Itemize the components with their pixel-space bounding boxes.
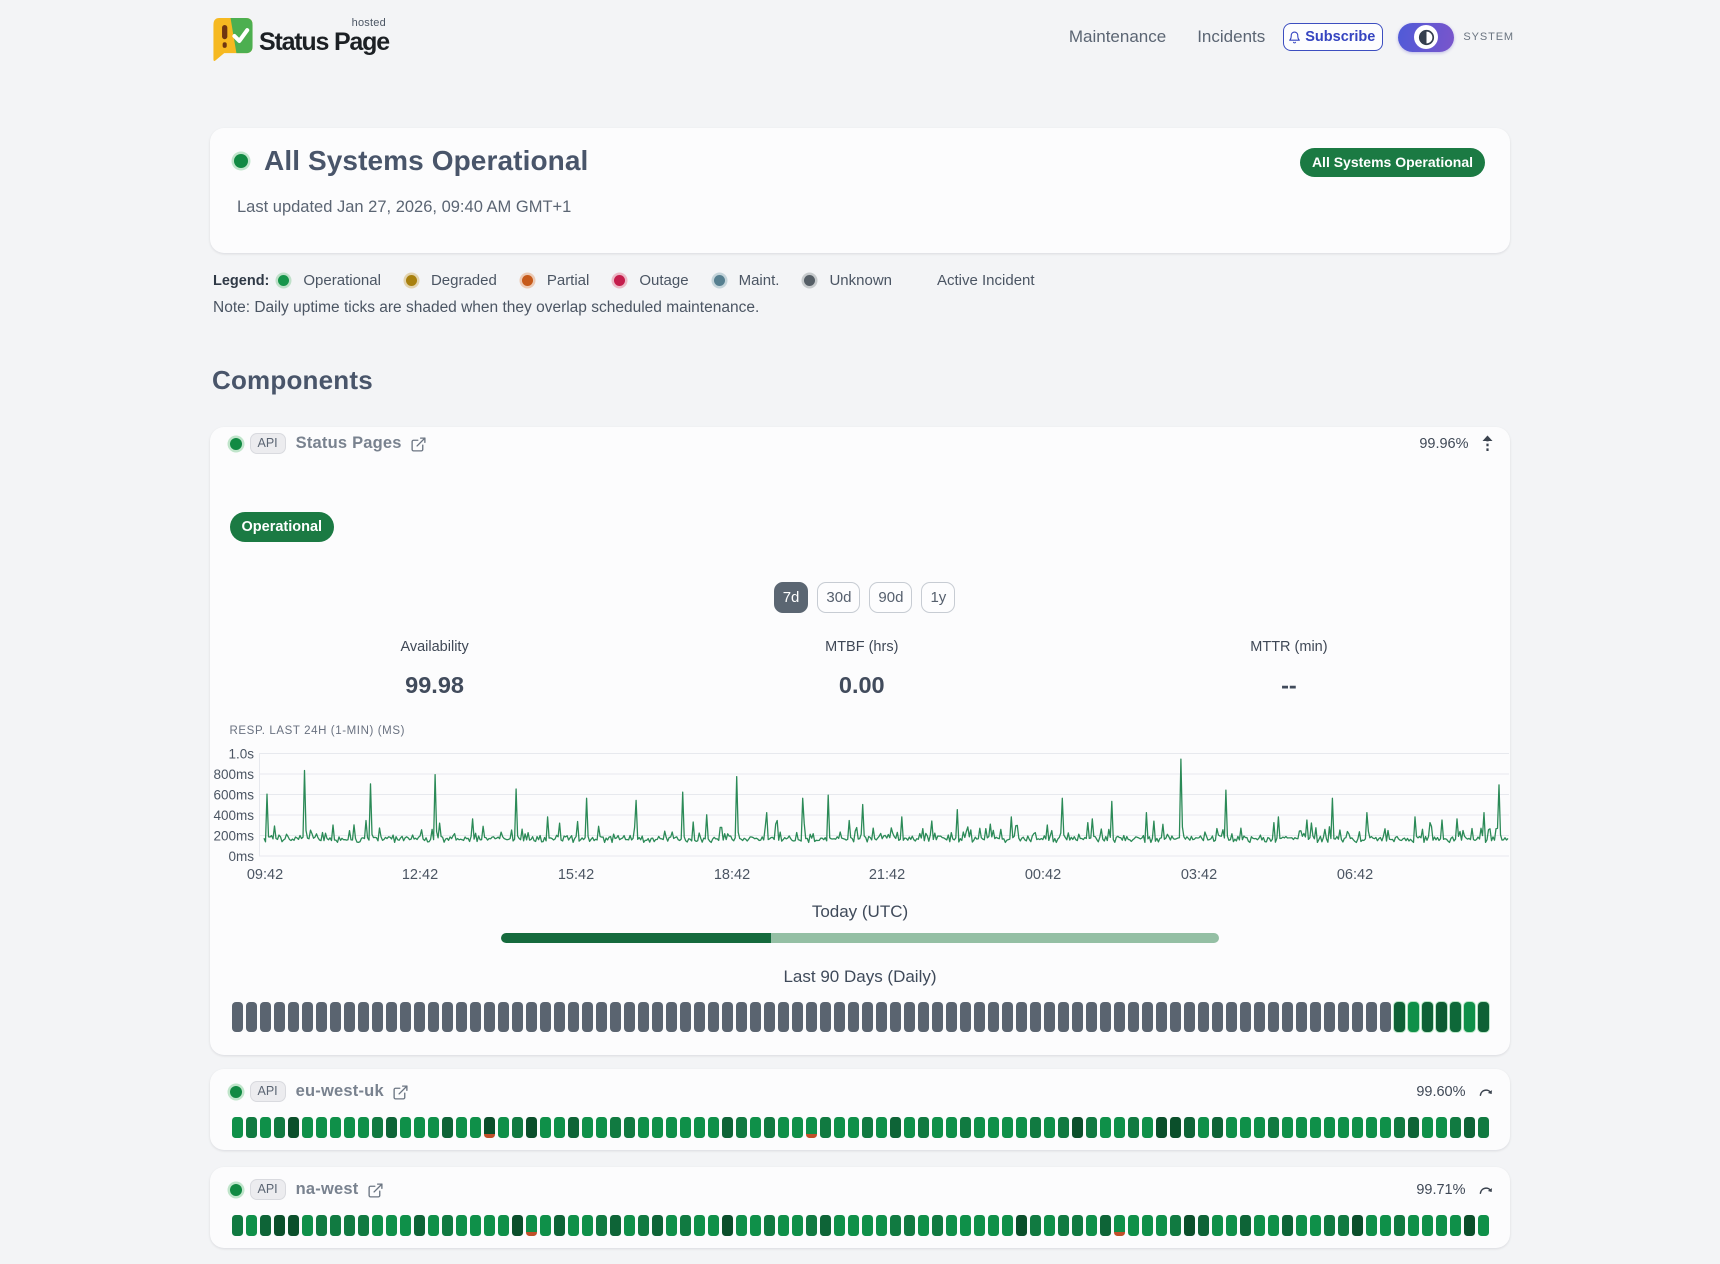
svg-text:600ms: 600ms [213,787,254,802]
svg-text:1.0s: 1.0s [228,746,254,761]
svg-text:800ms: 800ms [213,767,254,782]
svg-text:03:42: 03:42 [1181,867,1217,883]
svg-text:21:42: 21:42 [869,867,905,883]
svg-text:15:42: 15:42 [558,867,594,883]
svg-text:12:42: 12:42 [402,867,438,883]
svg-text:09:42: 09:42 [247,867,283,883]
svg-text:200ms: 200ms [213,828,254,843]
svg-text:400ms: 400ms [213,808,254,823]
svg-text:00:42: 00:42 [1025,867,1061,883]
svg-text:06:42: 06:42 [1337,867,1373,883]
svg-text:18:42: 18:42 [714,867,750,883]
svg-text:0ms: 0ms [228,849,254,864]
